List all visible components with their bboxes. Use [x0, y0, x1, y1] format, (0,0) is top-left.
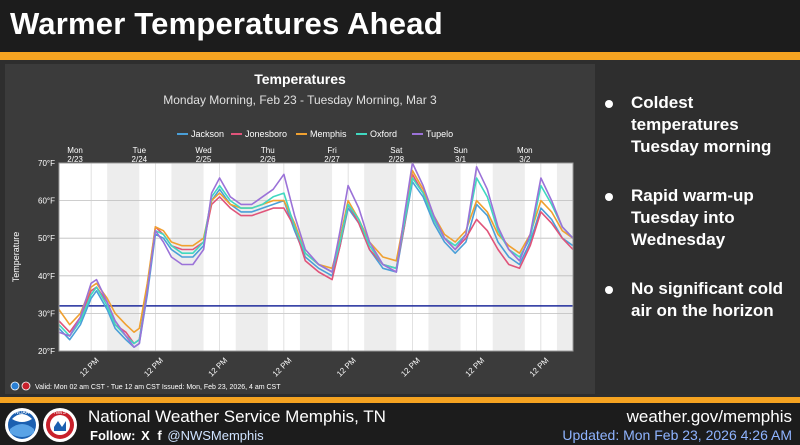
date-label: 2/23	[67, 155, 83, 164]
x-tick-label: 12 PM	[528, 356, 551, 379]
day-label: Mon	[517, 146, 533, 155]
legend-label: Jackson	[191, 129, 224, 139]
x-tick-label: 12 PM	[335, 356, 358, 379]
date-label: 2/24	[132, 155, 148, 164]
day-label: Wed	[195, 146, 211, 155]
office-name: National Weather Service Memphis, TN	[88, 407, 386, 426]
day-label: Sun	[453, 146, 467, 155]
y-axis-label: Temperature	[11, 232, 21, 283]
chart-panel: Temperatures Monday Morning, Feb 23 - Tue…	[5, 64, 595, 394]
website-link[interactable]: weather.gov/memphis	[626, 407, 792, 426]
x-tick-label: 12 PM	[142, 356, 165, 379]
y-tick-label: 40°F	[38, 272, 55, 281]
legend-label: Jonesboro	[245, 129, 287, 139]
bullet-list: Coldest temperatures Tuesday morning Rap…	[605, 92, 795, 349]
accent-bar-bottom	[0, 397, 800, 403]
bullet-text: Rapid warm-up Tuesday into Wednesday	[631, 186, 754, 249]
legend-label: Oxford	[370, 129, 397, 139]
nws-logo-icon: NWS	[43, 408, 77, 442]
day-label: Sat	[390, 146, 403, 155]
day-label: Thu	[261, 146, 275, 155]
main-area: Temperatures Monday Morning, Feb 23 - Tue…	[0, 60, 800, 397]
date-label: 2/27	[324, 155, 340, 164]
bullet-text: Coldest temperatures Tuesday morning	[631, 93, 772, 156]
x-tick-label: 12 PM	[399, 356, 422, 379]
headline: Warmer Temperatures Ahead	[10, 6, 443, 41]
plot-border	[58, 162, 574, 352]
accent-bar-top	[0, 52, 800, 60]
footer: NOAA NWS National Weather Service Memphi…	[0, 403, 800, 445]
legend-label: Memphis	[310, 129, 347, 139]
y-tick-label: 70°F	[38, 159, 55, 168]
night-shading-band	[364, 163, 397, 351]
noaa-mini-icon	[10, 381, 20, 391]
facebook-icon[interactable]: f	[157, 428, 162, 443]
noaa-logo-icon: NOAA	[5, 408, 39, 442]
svg-text:NOAA: NOAA	[15, 410, 30, 416]
bullet-item: Rapid warm-up Tuesday into Wednesday	[605, 185, 795, 251]
date-label: 2/28	[389, 155, 405, 164]
chart-subtitle: Monday Morning, Feb 23 - Tuesday Morning…	[163, 93, 437, 107]
night-shading-band	[235, 163, 268, 351]
series-line-tupelo	[58, 162, 574, 349]
x-tick-label: 12 PM	[271, 356, 294, 379]
bullet-item: Coldest temperatures Tuesday morning	[605, 92, 795, 158]
x-tick-label: 12 PM	[206, 356, 229, 379]
date-label: 2/26	[260, 155, 276, 164]
agency-logos: NOAA NWS	[5, 408, 77, 442]
x-logo-icon[interactable]: X	[141, 428, 150, 443]
y-tick-label: 60°F	[38, 197, 55, 206]
day-label: Mon	[67, 146, 83, 155]
series-line-oxford	[58, 177, 574, 345]
bullet-text: No significant cold air on the horizon	[631, 279, 784, 320]
temperature-chart: Temperatures Monday Morning, Feb 23 - Tue…	[10, 71, 574, 391]
follow-row: Follow: X f @NWSMemphis	[90, 428, 264, 443]
bullet-dot-icon	[605, 286, 613, 294]
legend-label: Tupelo	[426, 129, 453, 139]
night-shading-band	[556, 163, 573, 351]
bullet-item: No significant cold air on the horizon	[605, 278, 795, 322]
day-label: Tue	[133, 146, 147, 155]
bullet-dot-icon	[605, 100, 613, 108]
y-tick-label: 20°F	[38, 347, 55, 356]
chart-footnote: Valid: Mon 02 am CST - Tue 12 am CST Iss…	[35, 384, 281, 391]
chart-title: Temperatures	[254, 71, 346, 87]
night-shading-band	[428, 163, 461, 351]
follow-label: Follow:	[90, 428, 136, 443]
day-label: Fri	[327, 146, 337, 155]
x-tick-label: 12 PM	[463, 356, 486, 379]
bullet-dot-icon	[605, 193, 613, 201]
updated-timestamp: Updated: Mon Feb 23, 2026 4:26 AM	[562, 427, 792, 443]
date-label: 3/1	[455, 155, 467, 164]
social-handle-link[interactable]: @NWSMemphis	[167, 428, 264, 443]
header: Warmer Temperatures Ahead	[0, 0, 800, 52]
y-tick-label: 30°F	[38, 309, 55, 318]
date-label: 2/25	[196, 155, 212, 164]
y-tick-label: 50°F	[38, 234, 55, 243]
x-tick-label: 12 PM	[78, 356, 101, 379]
svg-text:NWS: NWS	[54, 410, 66, 416]
nws-mini-icon	[21, 381, 31, 391]
date-label: 3/2	[519, 155, 531, 164]
